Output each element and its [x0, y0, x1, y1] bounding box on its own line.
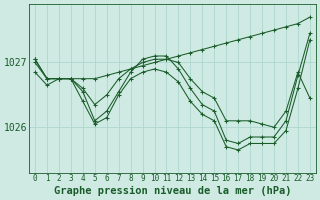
X-axis label: Graphe pression niveau de la mer (hPa): Graphe pression niveau de la mer (hPa)	[54, 186, 291, 196]
